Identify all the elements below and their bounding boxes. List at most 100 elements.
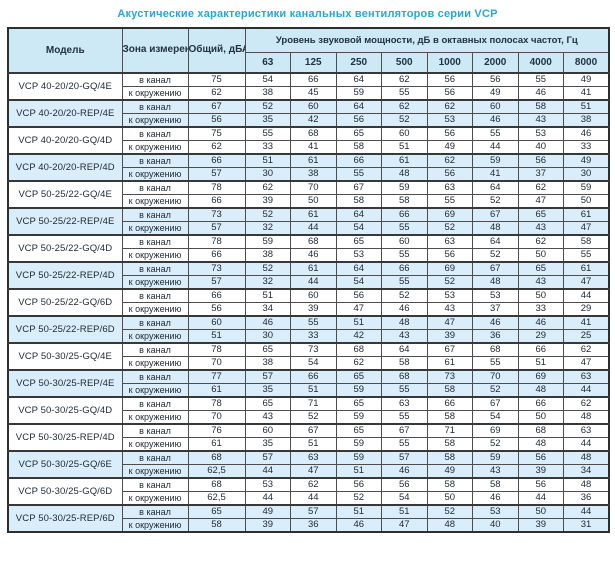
spl-cell-125: 47 <box>290 464 337 479</box>
spl-cell-63: 46 <box>244 315 291 330</box>
total-dba-cell: 68 <box>187 450 246 465</box>
spl-cell-63: 43 <box>244 410 291 425</box>
spl-cell-500: 47 <box>381 518 428 533</box>
spl-cell-4000: 69 <box>517 369 564 384</box>
spl-cell-125: 36 <box>290 518 337 533</box>
header-freq-1000: 1000 <box>426 51 473 74</box>
spl-cell-8000: 61 <box>563 207 610 222</box>
spl-cell-8000: 49 <box>563 72 610 87</box>
spl-cell-8000: 61 <box>563 261 610 276</box>
table-row: VCP 50-30/25-REP/6D в канал 65 49 57 51 51 52 53… <box>7 504 610 533</box>
spl-cell-125: 55 <box>290 315 337 330</box>
spl-cell-4000: 37 <box>517 167 564 182</box>
spl-cell-250: 66 <box>335 153 382 168</box>
spl-cell-125: 63 <box>290 450 337 465</box>
total-dba-cell: 66 <box>187 248 246 263</box>
spl-cell-1000: 53 <box>426 113 473 128</box>
spl-cell-125: 62 <box>290 477 337 492</box>
spl-cell-2000: 43 <box>472 464 519 479</box>
table-row: VCP 50-30/25-GQ/6E в канал 68 57 63 59 57 58 59 5… <box>7 450 610 479</box>
spl-cell-500: 55 <box>381 437 428 452</box>
spl-cell-1000: 58 <box>426 450 473 465</box>
spl-cell-2000: 41 <box>472 167 519 182</box>
total-dba-cell: 57 <box>187 221 246 236</box>
spl-cell-2000: 70 <box>472 369 519 384</box>
spl-cell-125: 39 <box>290 302 337 317</box>
spl-cell-500: 52 <box>381 113 428 128</box>
spl-cell-2000: 54 <box>472 410 519 425</box>
table-row: к окружению 56 35 42 56 52 53 46 43 38 <box>8 113 610 128</box>
spl-cell-250: 55 <box>335 167 382 182</box>
spl-cell-1000: 61 <box>426 356 473 371</box>
spl-cell-1000: 56 <box>426 167 473 182</box>
spl-cell-1000: 52 <box>426 275 473 290</box>
spl-cell-500: 66 <box>381 261 428 276</box>
zone-cell-duct: в канал <box>121 396 189 411</box>
spl-cell-125: 73 <box>290 342 337 357</box>
spl-cell-63: 52 <box>244 261 291 276</box>
spl-cell-1000: 52 <box>426 504 473 519</box>
spl-cell-8000: 47 <box>563 356 610 371</box>
spl-cell-63: 59 <box>244 234 291 249</box>
total-dba-cell: 73 <box>187 261 246 276</box>
total-dba-cell: 62,5 <box>187 464 246 479</box>
zone-cell-ambient: к окружению <box>121 221 189 236</box>
model-name-cell: VCP 50-30/25-REP/4E <box>7 369 123 398</box>
spl-cell-125: 42 <box>290 113 337 128</box>
fan-acoustics-table: Модель Зона измерения Общий, дБА Уровень… <box>7 27 611 533</box>
spl-cell-2000: 67 <box>472 396 519 411</box>
table-row: к окружению 57 32 44 54 55 52 48 43 47 <box>8 275 610 290</box>
model-name-cell: VCP 50-25/22-REP/6D <box>7 315 123 344</box>
table-row: к окружению 62,5 44 47 51 46 49 43 39 34 <box>8 464 610 479</box>
table-row: к окружению 70 38 54 62 58 61 55 51 47 <box>8 356 610 371</box>
zone-cell-ambient: к окружению <box>121 437 189 452</box>
spl-cell-125: 71 <box>290 396 337 411</box>
spl-cell-63: 62 <box>244 180 291 195</box>
spl-cell-250: 56 <box>335 477 382 492</box>
zone-cell-ambient: к окружению <box>121 410 189 425</box>
table-row: VCP 40-20/20-GQ/4D в канал 75 55 68 65 60 56 55 5… <box>7 126 610 155</box>
spl-cell-4000: 50 <box>517 410 564 425</box>
zone-cell-duct: в канал <box>121 180 189 195</box>
spl-cell-125: 44 <box>290 491 337 506</box>
spl-cell-1000: 58 <box>426 383 473 398</box>
total-dba-cell: 75 <box>187 126 246 141</box>
table-row: к окружению 56 34 39 47 46 43 37 33 29 <box>8 302 610 317</box>
spl-cell-1000: 71 <box>426 423 473 438</box>
spl-cell-63: 35 <box>244 113 291 128</box>
spl-cell-500: 60 <box>381 126 428 141</box>
spl-cell-4000: 68 <box>517 423 564 438</box>
spl-cell-63: 52 <box>244 99 291 114</box>
spl-cell-8000: 44 <box>563 383 610 398</box>
spl-cell-500: 66 <box>381 207 428 222</box>
spl-cell-250: 65 <box>335 369 382 384</box>
spl-cell-500: 59 <box>381 180 428 195</box>
zone-cell-ambient: к окружению <box>121 302 189 317</box>
spl-cell-2000: 46 <box>472 315 519 330</box>
table-row: VCP 40-20/20-REP/4E в канал 67 52 60 64 62 62 60… <box>7 99 610 128</box>
spl-cell-4000: 51 <box>517 356 564 371</box>
spl-cell-4000: 48 <box>517 383 564 398</box>
spl-cell-63: 35 <box>244 383 291 398</box>
spl-cell-4000: 39 <box>517 464 564 479</box>
spl-cell-8000: 34 <box>563 464 610 479</box>
spl-cell-8000: 47 <box>563 275 610 290</box>
table-row: VCP 50-25/22-REP/4D в канал 73 52 61 64 66 69 67… <box>7 261 610 290</box>
spl-cell-125: 46 <box>290 248 337 263</box>
spl-cell-1000: 39 <box>426 329 473 344</box>
spl-cell-1000: 50 <box>426 491 473 506</box>
spl-cell-63: 38 <box>244 86 291 101</box>
total-dba-cell: 73 <box>187 207 246 222</box>
spl-cell-125: 68 <box>290 234 337 249</box>
spl-cell-125: 38 <box>290 167 337 182</box>
total-dba-cell: 67 <box>187 99 246 114</box>
spl-cell-500: 48 <box>381 315 428 330</box>
spl-cell-4000: 33 <box>517 302 564 317</box>
spl-cell-125: 66 <box>290 72 337 87</box>
model-name-cell: VCP 50-30/25-REP/6D <box>7 504 123 533</box>
spl-cell-8000: 44 <box>563 504 610 519</box>
spl-cell-4000: 55 <box>517 72 564 87</box>
spl-cell-125: 61 <box>290 207 337 222</box>
total-dba-cell: 66 <box>187 194 246 209</box>
spl-cell-250: 47 <box>335 302 382 317</box>
